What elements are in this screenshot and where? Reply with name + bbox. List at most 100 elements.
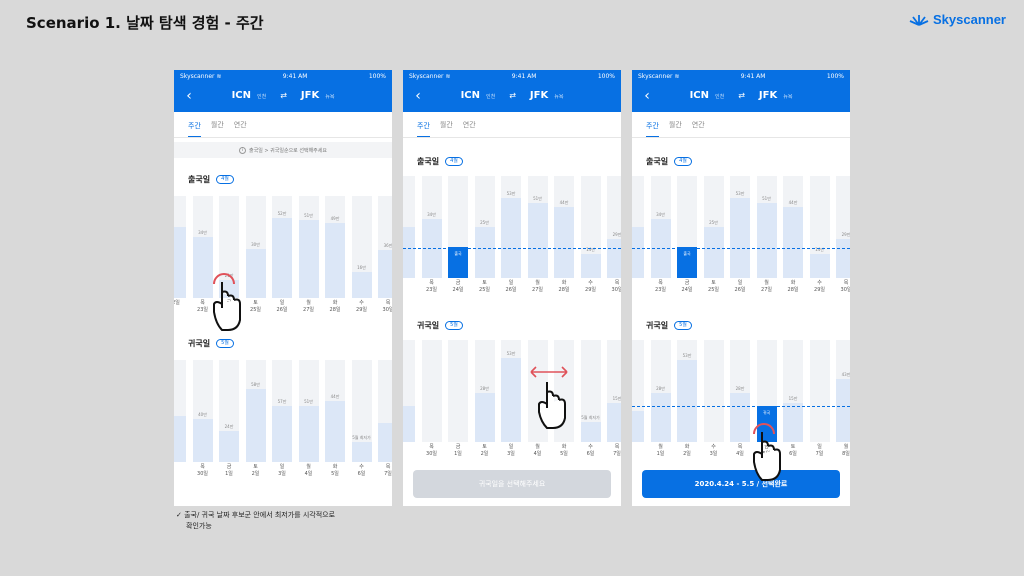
- bar-track[interactable]: [580, 340, 601, 442]
- period-tabs: 주간 월간 연간: [632, 112, 850, 138]
- tab-weekly[interactable]: 주간: [646, 121, 659, 137]
- destination-code: JFK: [758, 90, 778, 101]
- swap-icon[interactable]: ⇄: [280, 91, 287, 100]
- price-bar[interactable]: [580, 422, 601, 442]
- select-return-button[interactable]: 귀국일을 선택해주세요: [413, 470, 611, 498]
- bar-track[interactable]: [421, 340, 442, 442]
- confirm-dates-button[interactable]: 2020.4.24 - 5.5 / 선택완료: [642, 470, 840, 498]
- price-bar[interactable]: [351, 442, 372, 462]
- price-bar[interactable]: [272, 406, 292, 462]
- tab-monthly[interactable]: 월간: [210, 121, 224, 129]
- tab-weekly[interactable]: 주간: [417, 121, 430, 137]
- price-bar[interactable]: [756, 203, 777, 278]
- bar-track[interactable]: [809, 176, 830, 278]
- price-bar[interactable]: [501, 198, 521, 278]
- price-bar[interactable]: [378, 423, 392, 462]
- tab-monthly[interactable]: 월간: [439, 121, 453, 129]
- price-bar[interactable]: [580, 254, 601, 278]
- price-bar[interactable]: [351, 272, 372, 298]
- price-bar[interactable]: [607, 239, 621, 278]
- date-tick: 수 29일: [585, 280, 596, 293]
- back-icon[interactable]: ‹: [415, 88, 421, 104]
- nav-bar: ‹ ICN 인천 ⇄ JFK 뉴욕: [632, 82, 850, 112]
- price-bar[interactable]: [325, 401, 345, 462]
- bar-price-label: 5월 최저가: [581, 415, 600, 420]
- bar-track[interactable]: [703, 340, 724, 442]
- price-bar[interactable]: [174, 416, 186, 462]
- bar-track[interactable]: [809, 340, 830, 442]
- route-title[interactable]: ICN 인천 ⇄ JFK 뉴욕: [174, 90, 392, 101]
- tab-monthly[interactable]: 월간: [668, 121, 682, 129]
- price-bar[interactable]: [245, 389, 266, 462]
- bar-track[interactable]: [527, 340, 548, 442]
- return-header: 귀국일 5월: [417, 320, 463, 331]
- price-bar[interactable]: [501, 358, 521, 442]
- tab-weekly[interactable]: 주간: [188, 121, 201, 137]
- swap-icon[interactable]: ⇄: [509, 91, 516, 100]
- nav-bar: ‹ ICN 인천 ⇄ JFK 뉴욕: [174, 82, 392, 112]
- price-bar[interactable]: [219, 280, 239, 298]
- period-tabs: 주간 월간 연간: [174, 112, 392, 138]
- bar-price-label: 49만: [330, 216, 340, 221]
- price-bar[interactable]: [730, 393, 750, 442]
- price-bar[interactable]: [474, 227, 495, 278]
- date-tick: 목 4일: [736, 444, 744, 457]
- price-bar[interactable]: [219, 431, 239, 462]
- bar-track[interactable]: [554, 340, 574, 442]
- date-tick: 화 28일: [329, 300, 341, 313]
- price-bar[interactable]: [298, 406, 319, 462]
- price-bar[interactable]: [554, 207, 574, 278]
- price-bar[interactable]: [836, 379, 850, 442]
- price-bar[interactable]: [809, 254, 830, 278]
- price-bar[interactable]: [272, 218, 292, 298]
- brand-name: Skyscanner: [933, 12, 1006, 27]
- price-bar[interactable]: [783, 403, 803, 442]
- bar-track[interactable]: [580, 176, 601, 278]
- date-tick: 토 25일: [708, 280, 719, 293]
- price-bar[interactable]: [403, 227, 415, 278]
- price-bar[interactable]: [836, 239, 850, 278]
- price-bar[interactable]: [703, 227, 724, 278]
- price-bar[interactable]: [650, 393, 671, 442]
- status-time: 9:41 AM: [740, 72, 766, 80]
- price-bar[interactable]: [730, 198, 750, 278]
- tab-yearly[interactable]: 연간: [462, 121, 476, 129]
- price-bar[interactable]: [632, 227, 644, 278]
- price-bar[interactable]: [783, 207, 803, 278]
- selected-price-bar[interactable]: [677, 247, 697, 278]
- price-bar[interactable]: [192, 419, 213, 462]
- return-header: 귀국일 5월: [188, 338, 234, 349]
- price-bar[interactable]: [403, 406, 415, 442]
- battery-label: 100%: [597, 72, 615, 80]
- bar-track[interactable]: [351, 360, 372, 462]
- route-title[interactable]: ICN 인천 ⇄ JFK 뉴욕: [632, 90, 850, 101]
- price-bar[interactable]: [677, 360, 697, 442]
- bar-track[interactable]: [448, 340, 468, 442]
- swap-icon[interactable]: ⇄: [738, 91, 745, 100]
- price-bar[interactable]: [632, 411, 644, 442]
- tab-yearly[interactable]: 연간: [233, 121, 247, 129]
- price-bar[interactable]: [245, 249, 266, 298]
- caption-line-1: ✓ 출국/ 귀국 날짜 후보군 안에서 최저가를 시각적으로: [176, 511, 336, 519]
- price-bar[interactable]: [174, 227, 186, 298]
- bar-track[interactable]: [219, 196, 239, 298]
- period-tabs: 주간 월간 연간: [403, 112, 621, 138]
- price-bar[interactable]: [527, 203, 548, 278]
- date-tick: 금 24일: [223, 300, 235, 313]
- selected-price-bar[interactable]: [448, 247, 468, 278]
- price-bar[interactable]: [607, 403, 621, 442]
- route-title[interactable]: ICN 인천 ⇄ JFK 뉴욕: [403, 90, 621, 101]
- back-icon[interactable]: ‹: [186, 88, 192, 104]
- return-header: 귀국일 5월: [646, 320, 692, 331]
- date-tick: 목 30일: [840, 280, 850, 293]
- tab-yearly[interactable]: 연간: [691, 121, 705, 129]
- price-bar[interactable]: [192, 237, 213, 298]
- price-bar[interactable]: [378, 250, 392, 298]
- price-bar[interactable]: [474, 393, 495, 442]
- price-bar[interactable]: [325, 223, 345, 298]
- back-icon[interactable]: ‹: [644, 88, 650, 104]
- return-month-badge: 5월: [674, 321, 692, 330]
- price-bar[interactable]: [298, 220, 319, 298]
- lowest-price-line: [632, 406, 850, 407]
- date-tick: 월 27일: [303, 300, 314, 313]
